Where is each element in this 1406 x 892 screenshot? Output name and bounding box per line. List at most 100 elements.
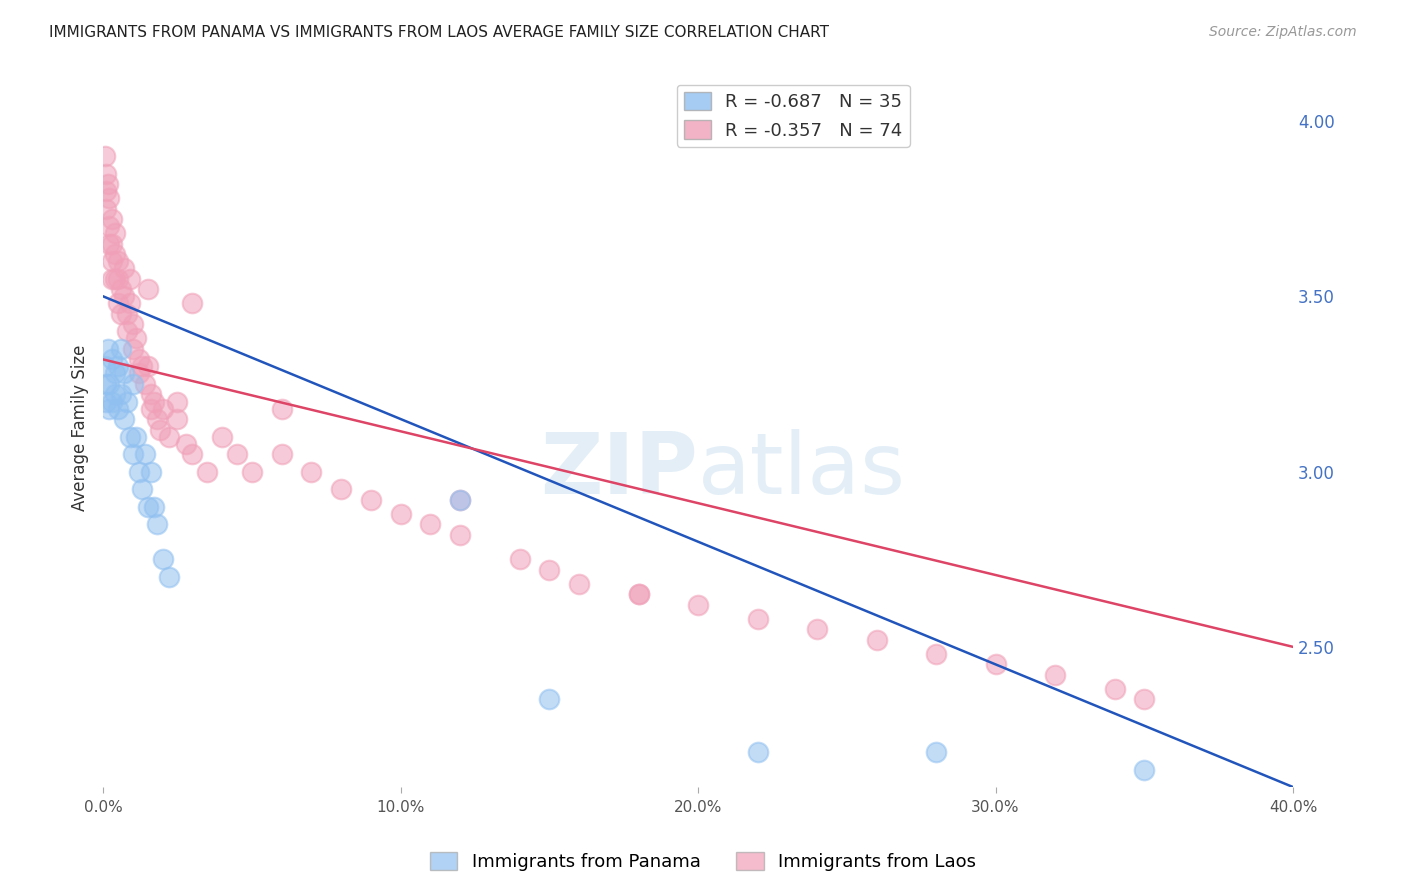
Point [131,482,153,496]
Point [107,401,129,416]
Point [104,227,127,241]
Point [128,352,150,367]
Point [104,247,127,261]
Point [94,394,117,409]
Point [139,465,162,479]
Point [925,647,948,661]
Point [139,387,162,401]
Point [110,282,132,296]
Text: Source: ZipAtlas.com: Source: ZipAtlas.com [1209,25,1357,39]
Point [98,376,121,391]
Point [984,657,1007,672]
Text: IMMIGRANTS FROM PANAMA VS IMMIGRANTS FROM LAOS AVERAGE FAMILY SIZE CORRELATION C: IMMIGRANTS FROM PANAMA VS IMMIGRANTS FRO… [49,25,830,40]
Point [112,367,135,381]
Point [112,412,135,426]
Point [122,376,145,391]
Point [110,387,132,401]
Point [107,254,129,268]
Point [157,570,180,584]
Point [139,401,162,416]
Point [149,423,172,437]
Point [134,376,156,391]
Point [627,587,650,601]
Point [104,272,127,286]
Point [747,745,769,759]
Point [211,429,233,443]
Point [97,342,120,356]
Point [806,623,828,637]
Point [94,167,117,181]
Point [110,307,132,321]
Point [128,367,150,381]
Point [128,465,150,479]
Point [142,394,165,409]
Point [330,482,353,496]
Point [568,576,591,591]
Point [112,289,135,303]
Point [181,296,204,310]
Point [101,236,124,251]
Point [925,745,948,759]
Point [125,331,148,345]
Point [98,191,121,205]
Point [101,352,124,367]
Point [1133,692,1156,706]
Point [98,236,121,251]
Point [118,429,141,443]
Point [449,492,471,507]
Point [865,632,887,647]
Text: ZIP: ZIP [540,429,697,512]
Point [115,394,138,409]
Legend: R = -0.687   N = 35, R = -0.357   N = 74: R = -0.687 N = 35, R = -0.357 N = 74 [676,85,910,147]
Point [98,401,121,416]
Point [449,527,471,541]
Point [181,447,204,461]
Legend: Immigrants from Panama, Immigrants from Laos: Immigrants from Panama, Immigrants from … [423,845,983,879]
Point [166,394,188,409]
Point [118,296,141,310]
Point [131,359,153,374]
Point [94,184,117,198]
Point [509,552,531,566]
Point [538,563,561,577]
Point [195,465,218,479]
Point [240,465,263,479]
Point [101,212,124,227]
Point [1043,668,1066,682]
Point [93,149,115,163]
Point [145,517,167,532]
Point [107,359,129,374]
Point [1104,681,1126,696]
Point [538,692,561,706]
Point [270,401,292,416]
Point [152,552,174,566]
Point [142,500,165,514]
Text: atlas: atlas [697,429,905,512]
Point [94,202,117,216]
Point [94,376,117,391]
Point [104,387,127,401]
Point [107,272,129,286]
Point [107,296,129,310]
Point [299,465,322,479]
Point [122,318,145,332]
Point [98,219,121,234]
Point [419,517,441,532]
Point [115,325,138,339]
Point [134,447,156,461]
Point [101,272,124,286]
Point [112,261,135,276]
Point [93,359,115,374]
Point [136,500,159,514]
Point [104,367,127,381]
Point [226,447,249,461]
Point [110,342,132,356]
Point [118,272,141,286]
Point [360,492,382,507]
Point [125,429,148,443]
Point [97,177,120,191]
Point [101,254,124,268]
Y-axis label: Average Family Size: Average Family Size [72,344,89,511]
Point [145,412,167,426]
Point [270,447,292,461]
